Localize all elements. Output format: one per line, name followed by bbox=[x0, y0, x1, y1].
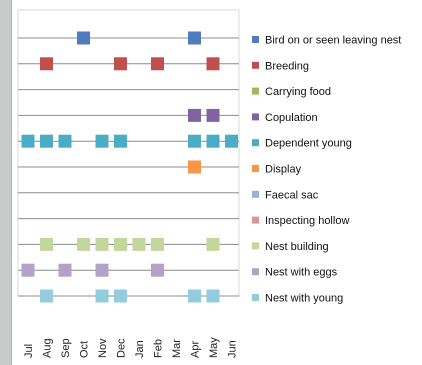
data-point bbox=[95, 263, 109, 277]
data-point bbox=[77, 237, 90, 251]
data-point bbox=[225, 134, 238, 148]
legend-label: Faecal sac bbox=[265, 189, 319, 201]
data-point bbox=[188, 134, 201, 148]
data-point bbox=[40, 289, 53, 303]
x-tick-label: Feb bbox=[153, 339, 165, 358]
legend-swatch bbox=[252, 165, 259, 172]
data-point bbox=[151, 263, 164, 277]
legend-label: Bird on or seen leaving nest bbox=[265, 35, 401, 47]
legend-label: Nest with young bbox=[265, 293, 343, 305]
x-tick-label: Aug bbox=[42, 338, 54, 358]
data-point bbox=[40, 134, 53, 148]
data-point bbox=[206, 237, 220, 251]
plot-area bbox=[17, 9, 240, 297]
x-tick-label: May bbox=[208, 337, 220, 358]
x-axis-tick-labels: Jul Aug Sep Oct Nov Dec Jan Feb Mar Apr May Jun bbox=[23, 337, 239, 358]
legend-swatch bbox=[252, 242, 259, 250]
data-point bbox=[132, 237, 146, 251]
left-margin-bar bbox=[0, 0, 12, 365]
legend-label: Dependent young bbox=[265, 138, 352, 150]
data-point bbox=[151, 57, 164, 71]
legend-swatch bbox=[252, 87, 259, 95]
legend-swatch bbox=[252, 139, 259, 147]
data-point bbox=[95, 237, 109, 251]
x-tick-label: Nov bbox=[97, 338, 109, 358]
data-point bbox=[151, 237, 164, 251]
x-tick-label: Sep bbox=[60, 338, 72, 358]
data-point bbox=[58, 263, 72, 277]
legend-label: Carrying food bbox=[265, 86, 331, 98]
x-tick-label: Jul bbox=[23, 344, 35, 358]
data-point bbox=[95, 289, 109, 303]
legend-swatch bbox=[252, 268, 259, 276]
data-point bbox=[114, 289, 127, 303]
legend-swatch bbox=[252, 36, 259, 43]
data-point bbox=[188, 289, 201, 303]
data-point bbox=[206, 108, 220, 122]
legend-swatch bbox=[252, 216, 259, 224]
legend-swatch bbox=[252, 294, 259, 301]
data-point bbox=[95, 134, 109, 148]
data-point bbox=[188, 31, 201, 45]
legend-swatch bbox=[252, 113, 259, 121]
data-point bbox=[21, 263, 35, 277]
x-tick-label: Oct bbox=[79, 341, 91, 358]
data-point bbox=[77, 31, 90, 45]
legend-label: Breeding bbox=[265, 60, 309, 72]
legend-label: Display bbox=[265, 164, 302, 176]
data-point bbox=[206, 57, 220, 71]
data-point bbox=[206, 289, 220, 303]
legend-label: Inspecting hollow bbox=[265, 215, 349, 227]
legend: Bird on or seen leaving nest Breeding Carr… bbox=[252, 35, 401, 305]
legend-swatch bbox=[252, 61, 259, 69]
data-point bbox=[21, 134, 35, 148]
gridlines bbox=[18, 37, 239, 297]
data-point bbox=[114, 57, 127, 71]
x-tick-label: Jan bbox=[134, 340, 146, 358]
x-tick-label: Dec bbox=[116, 338, 128, 358]
legend-label: Nest with eggs bbox=[265, 267, 338, 279]
x-tick-label: Apr bbox=[190, 341, 202, 358]
data-point bbox=[114, 237, 127, 251]
x-tick-label: Jun bbox=[227, 340, 239, 358]
legend-label: Copulation bbox=[265, 112, 318, 124]
legend-swatch bbox=[252, 190, 259, 198]
data-point bbox=[58, 134, 72, 148]
data-point bbox=[188, 160, 201, 174]
legend-label: Nest building bbox=[265, 241, 329, 253]
data-marks bbox=[21, 31, 238, 303]
data-point bbox=[40, 57, 53, 71]
data-point bbox=[40, 237, 53, 251]
data-point bbox=[206, 134, 220, 148]
data-point bbox=[188, 108, 201, 122]
x-tick-label: Mar bbox=[171, 339, 183, 358]
data-point bbox=[114, 134, 127, 148]
